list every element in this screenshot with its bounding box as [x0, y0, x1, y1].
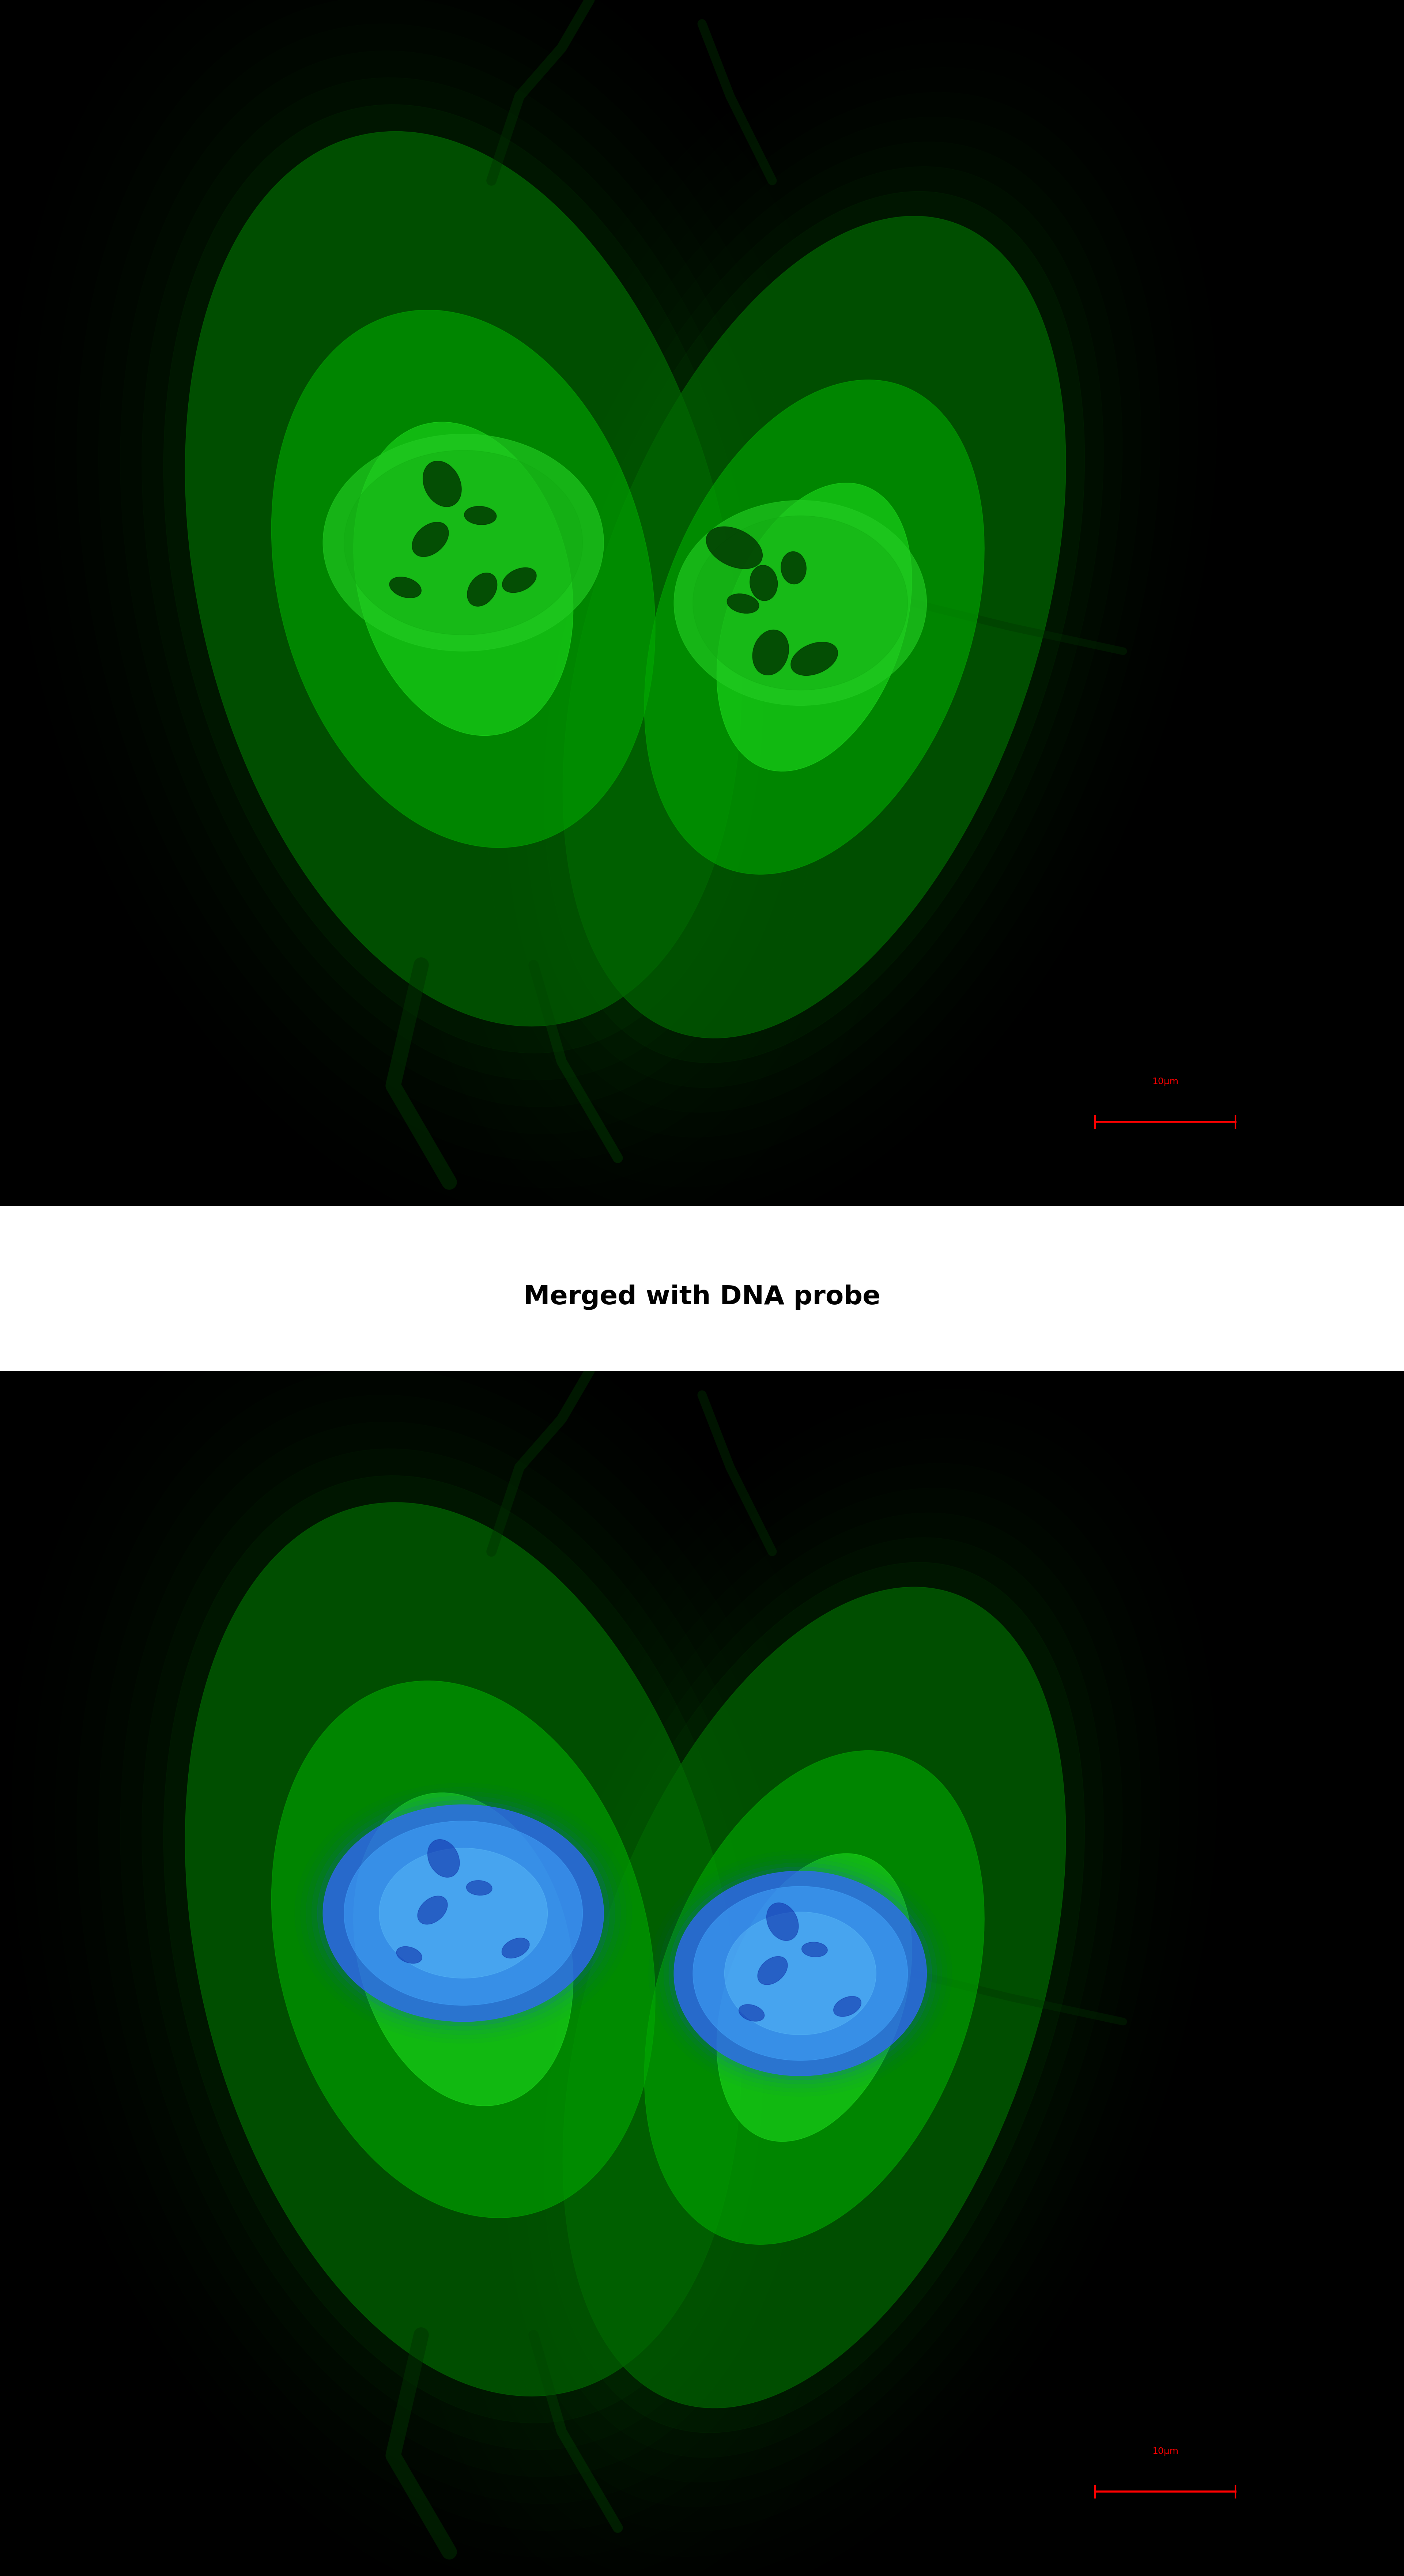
Ellipse shape [750, 567, 778, 600]
Ellipse shape [739, 2004, 764, 2022]
Ellipse shape [163, 1476, 764, 2424]
Ellipse shape [706, 528, 762, 569]
Text: 10μm: 10μm [1153, 2447, 1178, 2455]
Ellipse shape [185, 131, 741, 1025]
Ellipse shape [727, 595, 760, 613]
Ellipse shape [802, 1942, 827, 1958]
Ellipse shape [692, 1886, 907, 2061]
Text: Merged with DNA probe: Merged with DNA probe [524, 1285, 880, 1309]
Ellipse shape [396, 1947, 423, 1963]
Ellipse shape [468, 574, 497, 605]
Ellipse shape [323, 435, 604, 652]
Ellipse shape [525, 1538, 1104, 2458]
Ellipse shape [503, 567, 536, 592]
Ellipse shape [271, 1682, 656, 2218]
Ellipse shape [271, 309, 656, 848]
Ellipse shape [344, 1821, 583, 2007]
Ellipse shape [525, 167, 1104, 1087]
Ellipse shape [644, 381, 984, 876]
Ellipse shape [465, 507, 497, 526]
Ellipse shape [543, 1564, 1085, 2432]
Ellipse shape [790, 641, 838, 675]
Ellipse shape [758, 1958, 788, 1986]
Ellipse shape [543, 191, 1085, 1064]
Ellipse shape [781, 551, 806, 585]
Ellipse shape [466, 1880, 493, 1896]
Ellipse shape [417, 1896, 448, 1924]
Ellipse shape [344, 451, 583, 636]
Ellipse shape [389, 577, 421, 598]
Ellipse shape [317, 1801, 609, 2027]
Ellipse shape [668, 1868, 932, 2079]
Ellipse shape [413, 523, 449, 556]
Ellipse shape [664, 1862, 936, 2084]
Ellipse shape [717, 484, 911, 773]
Ellipse shape [753, 631, 789, 675]
Text: 10μm: 10μm [1153, 1077, 1178, 1087]
Ellipse shape [185, 1502, 741, 2396]
Ellipse shape [563, 1587, 1066, 2409]
Ellipse shape [724, 1911, 876, 2035]
Ellipse shape [674, 500, 927, 706]
Ellipse shape [428, 1839, 459, 1878]
Ellipse shape [501, 1937, 529, 1958]
Ellipse shape [379, 1847, 548, 1978]
Ellipse shape [767, 1904, 799, 1940]
Ellipse shape [717, 1855, 911, 2141]
Ellipse shape [142, 1448, 785, 2450]
Ellipse shape [834, 1996, 861, 2017]
Ellipse shape [312, 1795, 615, 2030]
Ellipse shape [142, 77, 785, 1079]
Ellipse shape [163, 106, 764, 1054]
Ellipse shape [354, 422, 573, 737]
Ellipse shape [423, 461, 462, 507]
Ellipse shape [692, 515, 907, 690]
Ellipse shape [323, 1806, 604, 2022]
Ellipse shape [674, 1870, 927, 2076]
Ellipse shape [563, 216, 1066, 1038]
Ellipse shape [354, 1793, 573, 2107]
Ellipse shape [644, 1752, 984, 2244]
